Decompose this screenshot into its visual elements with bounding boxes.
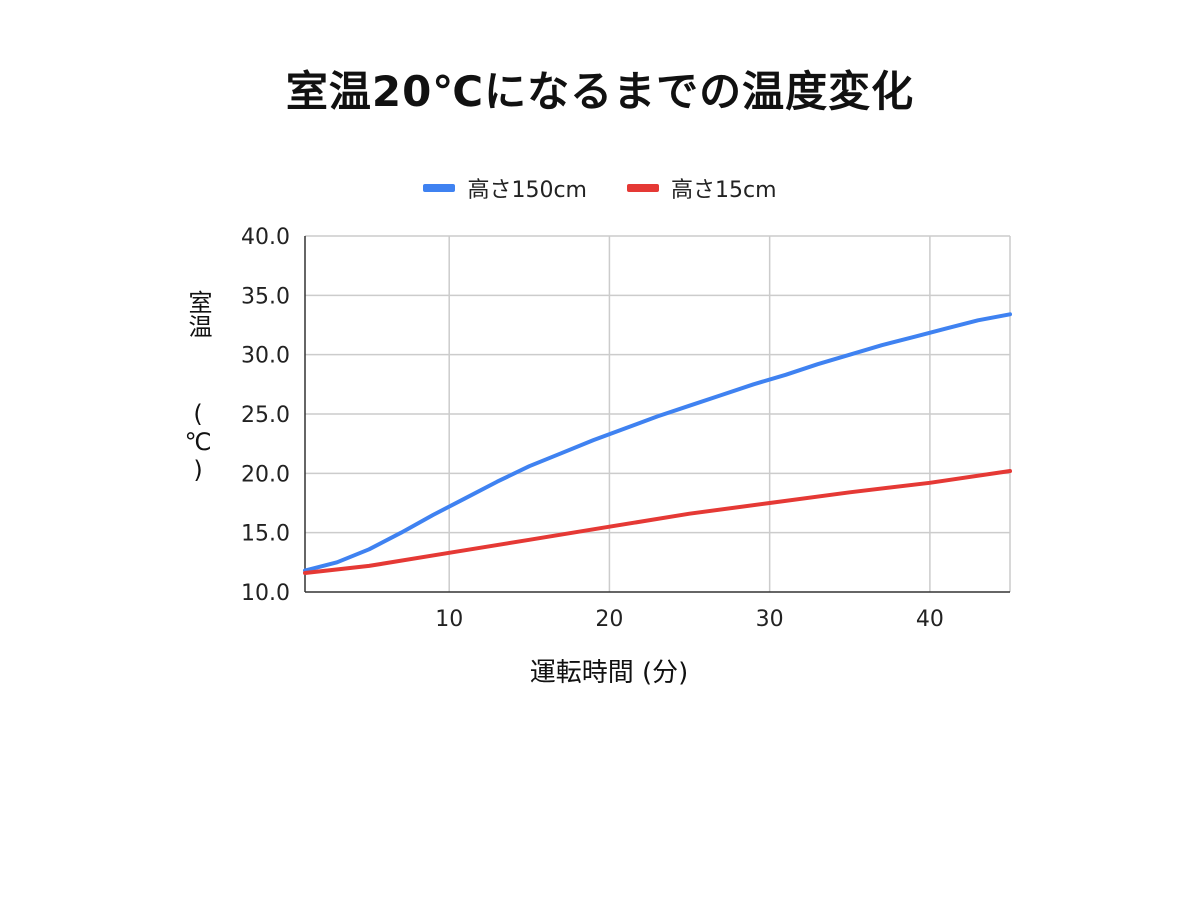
legend-swatch-red xyxy=(627,184,659,192)
x-tick-label: 20 xyxy=(595,607,623,632)
legend-label-series-2: 高さ15cm xyxy=(671,178,777,203)
y-tick-label: 25.0 xyxy=(241,403,290,428)
y-tick-label: 20.0 xyxy=(241,462,290,487)
y-axis-title: 室温 (℃) xyxy=(178,290,218,484)
legend: 高さ150cm 高さ15cm xyxy=(0,172,1200,204)
y-tick-label: 35.0 xyxy=(241,284,290,309)
legend-label-series-1: 高さ150cm xyxy=(467,178,587,203)
y-tick-label: 40.0 xyxy=(241,225,290,250)
y-tick-label: 30.0 xyxy=(241,344,290,369)
x-tick-label: 30 xyxy=(756,607,784,632)
x-tick-label: 10 xyxy=(435,607,463,632)
series-line-2 xyxy=(303,469,1012,575)
chart-title: 室温20℃になるまでの温度変化 xyxy=(285,67,915,116)
y-tick-label: 15.0 xyxy=(241,522,290,547)
x-axis-title: 運転時間 (分) xyxy=(529,658,689,688)
legend-item-series-1: 高さ150cm xyxy=(423,172,587,204)
y-axis-label: 室温 xyxy=(184,290,212,338)
y-axis-unit: (℃) xyxy=(184,400,212,484)
legend-swatch-blue xyxy=(423,184,456,192)
series-line-1 xyxy=(303,312,1012,573)
y-tick-label: 10.0 xyxy=(241,581,290,606)
x-tick-label: 40 xyxy=(916,607,944,632)
legend-item-series-2: 高さ15cm xyxy=(627,172,777,204)
